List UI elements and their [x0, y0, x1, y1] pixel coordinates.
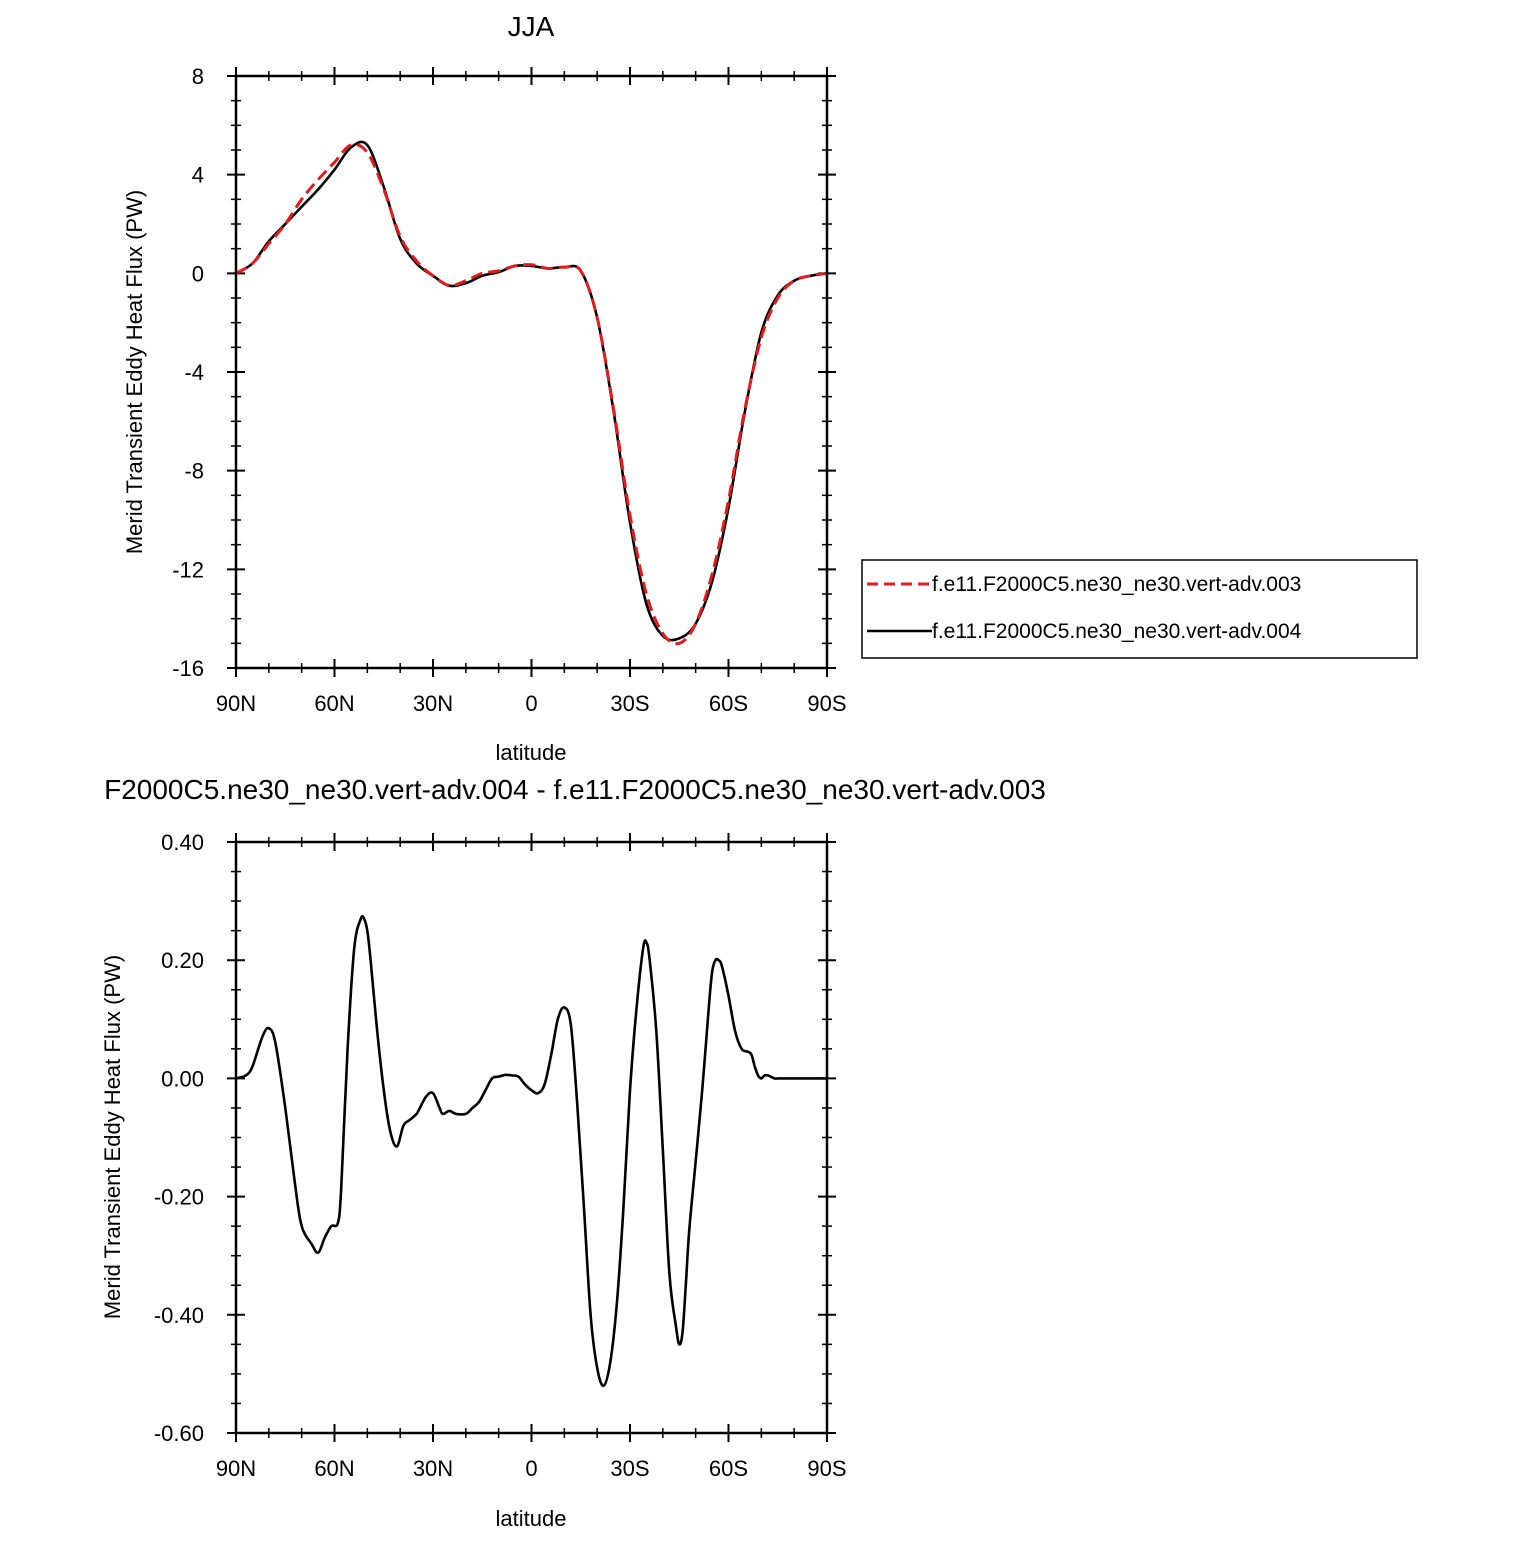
bottom-series-line-0 — [235, 914, 827, 1388]
bottom-chart-ticks: 90N 60N 30N 0 30S 60S 90S 0.40 0.20 0.00 -0.20 -0.4… — [154, 830, 847, 1481]
legend-label-003: f.e11.F2000C5.ne30_ne30.vert-adv.003 — [932, 573, 1301, 596]
bottom-chart-lines — [235, 914, 827, 1388]
top-xtick-label: 90N — [216, 691, 256, 716]
bottom-xtick-label: 30S — [610, 1456, 649, 1481]
top-xtick-label: 90S — [807, 691, 846, 716]
legend: f.e11.F2000C5.ne30_ne30.vert-adv.003 f.e… — [861, 559, 1418, 659]
bottom-chart-title: F2000C5.ne30_ne30.vert-adv.004 - f.e11.F… — [104, 774, 1046, 805]
top-chart-panel: JJA 90N 60N 30N 0 30S 60S 90S 8 4 0 -4 -8 -12 -16 lat… — [122, 11, 1418, 765]
bottom-ytick-label: -0.40 — [154, 1303, 204, 1328]
bottom-chart-frame — [234, 840, 829, 1435]
top-chart-ylabel: Merid Transient Eddy Heat Flux (PW) — [122, 190, 147, 554]
bottom-xtick-label: 0 — [525, 1456, 537, 1481]
top-series-line-0 — [235, 143, 828, 646]
bottom-xtick-label: 90N — [216, 1456, 256, 1481]
bottom-xtick-label: 30N — [413, 1456, 453, 1481]
top-ytick-label: -4 — [184, 360, 204, 385]
bottom-ytick-label: 0.20 — [161, 948, 204, 973]
bottom-chart-panel: F2000C5.ne30_ne30.vert-adv.004 - f.e11.F… — [100, 774, 1046, 1531]
top-ytick-label: 0 — [192, 261, 204, 286]
top-xtick-label: 60S — [709, 691, 748, 716]
top-ytick-label: -16 — [172, 656, 204, 681]
top-xtick-label: 60N — [314, 691, 354, 716]
top-ytick-label: -12 — [172, 557, 204, 582]
top-chart-frame — [234, 74, 829, 670]
top-series-line-1 — [235, 140, 828, 642]
legend-label-004: f.e11.F2000C5.ne30_ne30.vert-adv.004 — [932, 620, 1302, 643]
top-xtick-label: 0 — [525, 691, 537, 716]
top-chart-lines — [235, 140, 828, 646]
top-chart-xlabel: latitude — [496, 740, 567, 765]
bottom-xtick-label: 60S — [709, 1456, 748, 1481]
top-ytick-label: 8 — [192, 64, 204, 89]
top-ytick-label: -8 — [184, 459, 204, 484]
bottom-ytick-label: 0.40 — [161, 830, 204, 855]
bottom-xtick-label: 90S — [807, 1456, 846, 1481]
top-ytick-label: 4 — [192, 163, 204, 188]
top-xtick-label: 30N — [413, 691, 453, 716]
bottom-chart-ylabel: Merid Transient Eddy Heat Flux (PW) — [100, 955, 125, 1319]
bottom-ytick-label: 0.00 — [161, 1066, 204, 1091]
top-chart-title: JJA — [508, 11, 555, 42]
legend-box — [861, 559, 1418, 659]
bottom-ytick-label: -0.20 — [154, 1185, 204, 1210]
bottom-ytick-label: -0.60 — [154, 1421, 204, 1446]
top-xtick-label: 30S — [610, 691, 649, 716]
top-chart-ticks: 90N 60N 30N 0 30S 60S 90S 8 4 0 -4 -8 -12 -16 — [172, 64, 846, 716]
bottom-chart-xlabel: latitude — [496, 1506, 567, 1531]
bottom-xtick-label: 60N — [314, 1456, 354, 1481]
